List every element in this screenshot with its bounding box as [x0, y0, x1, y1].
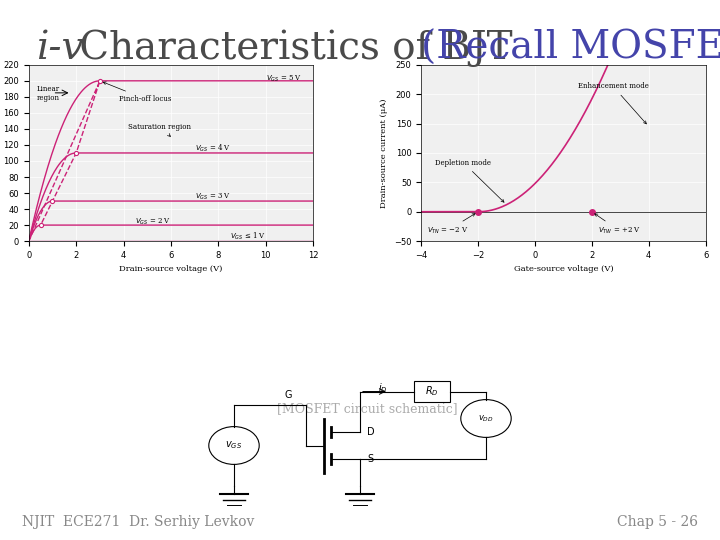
- Text: Characteristics of BJT: Characteristics of BJT: [67, 30, 525, 67]
- Text: $V_{GS}$ = 4 V: $V_{GS}$ = 4 V: [194, 143, 230, 154]
- Text: (Recall MOSFET): (Recall MOSFET): [421, 30, 720, 67]
- X-axis label: Drain-source voltage (V): Drain-source voltage (V): [120, 265, 222, 273]
- Text: $v_{DD}$: $v_{DD}$: [478, 413, 494, 424]
- Text: $V_{GS}$ = 3 V: $V_{GS}$ = 3 V: [194, 192, 230, 202]
- Text: [MOSFET circuit schematic]: [MOSFET circuit schematic]: [277, 402, 457, 415]
- Text: D: D: [367, 427, 375, 437]
- Text: $R_D$: $R_D$: [426, 384, 438, 399]
- Text: Linear
region: Linear region: [37, 85, 60, 102]
- Text: Saturation region: Saturation region: [128, 123, 192, 137]
- Text: Enhancement mode: Enhancement mode: [577, 82, 649, 124]
- Bar: [414, 381, 450, 402]
- Text: G: G: [284, 389, 292, 400]
- Text: NJIT  ECE271  Dr. Serhiy Levkov: NJIT ECE271 Dr. Serhiy Levkov: [22, 515, 254, 529]
- Text: $V_{GS}$ ≤ 1 V: $V_{GS}$ ≤ 1 V: [230, 231, 266, 242]
- Text: $v_{GS}$: $v_{GS}$: [225, 440, 243, 451]
- Text: i-v: i-v: [36, 30, 84, 67]
- Text: $V_{GS}$ = 2 V: $V_{GS}$ = 2 V: [135, 217, 171, 227]
- Y-axis label: Drain-source current (μA): Drain-source current (μA): [380, 98, 389, 208]
- Text: S: S: [367, 454, 374, 464]
- Text: $V_{TW}$ = +2 V: $V_{TW}$ = +2 V: [595, 214, 640, 235]
- Text: $V_{GS}$ = 5 V: $V_{GS}$ = 5 V: [266, 74, 302, 84]
- Text: $V_{TN}$ = −2 V: $V_{TN}$ = −2 V: [427, 214, 475, 235]
- Text: $i_D$: $i_D$: [378, 381, 387, 395]
- Text: Chap 5 - 26: Chap 5 - 26: [618, 515, 698, 529]
- Text: Depletion mode: Depletion mode: [436, 159, 504, 202]
- Text: Pinch-off locus: Pinch-off locus: [103, 82, 171, 103]
- X-axis label: Gate-source voltage (V): Gate-source voltage (V): [513, 265, 613, 273]
